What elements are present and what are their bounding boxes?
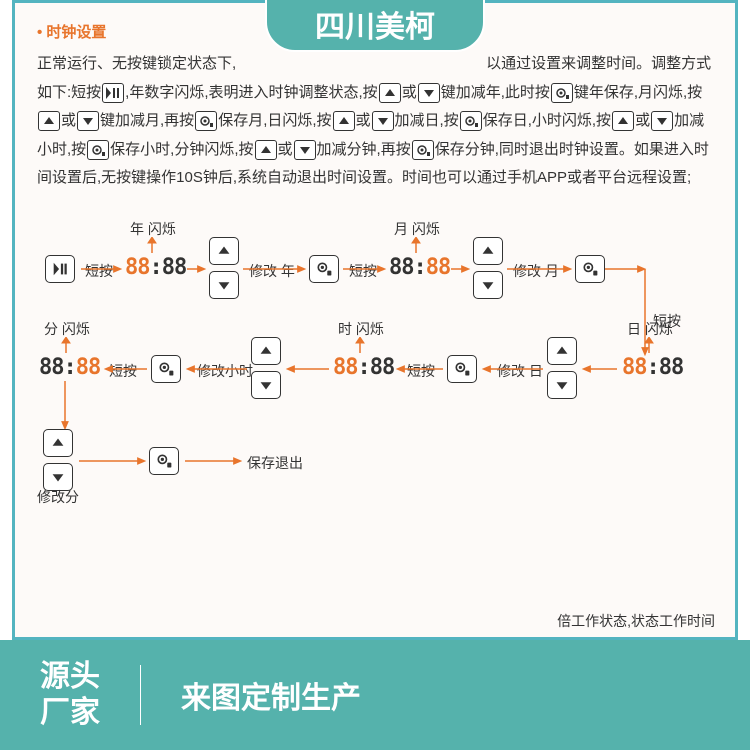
flash-label: 分 闪烁 <box>44 319 90 339</box>
up-icon <box>333 111 355 131</box>
up-icon <box>612 111 634 131</box>
gear-icon <box>412 140 434 160</box>
play-icon <box>102 83 124 103</box>
up-icon <box>251 337 281 365</box>
up-icon <box>38 111 60 131</box>
down-icon <box>547 371 577 399</box>
flash-label: 时 闪烁 <box>338 319 384 339</box>
down-icon <box>372 111 394 131</box>
step-label: 修改分 <box>37 487 79 507</box>
up-icon <box>379 83 401 103</box>
flowchart-diagram: 短按88:88年 闪烁修改 年短按88:88月 闪烁修改 月短按88:88日 闪… <box>37 205 713 555</box>
bottom-band: 源头 厂家 来图定制生产 <box>0 640 750 750</box>
content-frame: • 时钟设置 正常运行、无按键锁定状态下,以通过设置来调整时间。调整方式如下:短… <box>12 0 738 640</box>
description-text: 正常运行、无按键锁定状态下,以通过设置来调整时间。调整方式如下:短按,年数字闪烁… <box>37 50 713 193</box>
display-digits: 88:88 <box>125 255 186 280</box>
gear-icon <box>460 111 482 131</box>
up-icon <box>255 140 277 160</box>
down-icon <box>473 271 503 299</box>
up-icon <box>43 429 73 457</box>
gear-icon <box>447 355 477 383</box>
display-digits: 88:88 <box>333 355 394 380</box>
up-icon <box>473 237 503 265</box>
divider <box>140 665 141 725</box>
gear-icon <box>195 111 217 131</box>
down-icon <box>418 83 440 103</box>
logo-badge: 四川美柯 <box>265 0 485 52</box>
flash-label: 日 闪烁 <box>627 319 673 339</box>
down-icon <box>294 140 316 160</box>
gear-icon <box>151 355 181 383</box>
gear-icon <box>87 140 109 160</box>
bottom-right-text: 来图定制生产 <box>181 673 361 717</box>
play-icon <box>45 255 75 283</box>
gear-icon <box>551 83 573 103</box>
gear-icon <box>149 447 179 475</box>
down-icon <box>251 371 281 399</box>
bottom-left-text: 源头 厂家 <box>40 659 100 731</box>
down-icon <box>77 111 99 131</box>
truncated-text: 倍工作状态,状态工作时间 <box>557 611 715 631</box>
display-digits: 88:88 <box>389 255 450 280</box>
up-icon <box>547 337 577 365</box>
flash-label: 月 闪烁 <box>394 219 440 239</box>
down-icon <box>209 271 239 299</box>
flash-label: 年 闪烁 <box>130 219 176 239</box>
display-digits: 88:88 <box>622 355 683 380</box>
down-icon <box>651 111 673 131</box>
gear-icon <box>309 255 339 283</box>
step-label: 保存退出 <box>247 453 303 473</box>
up-icon <box>209 237 239 265</box>
